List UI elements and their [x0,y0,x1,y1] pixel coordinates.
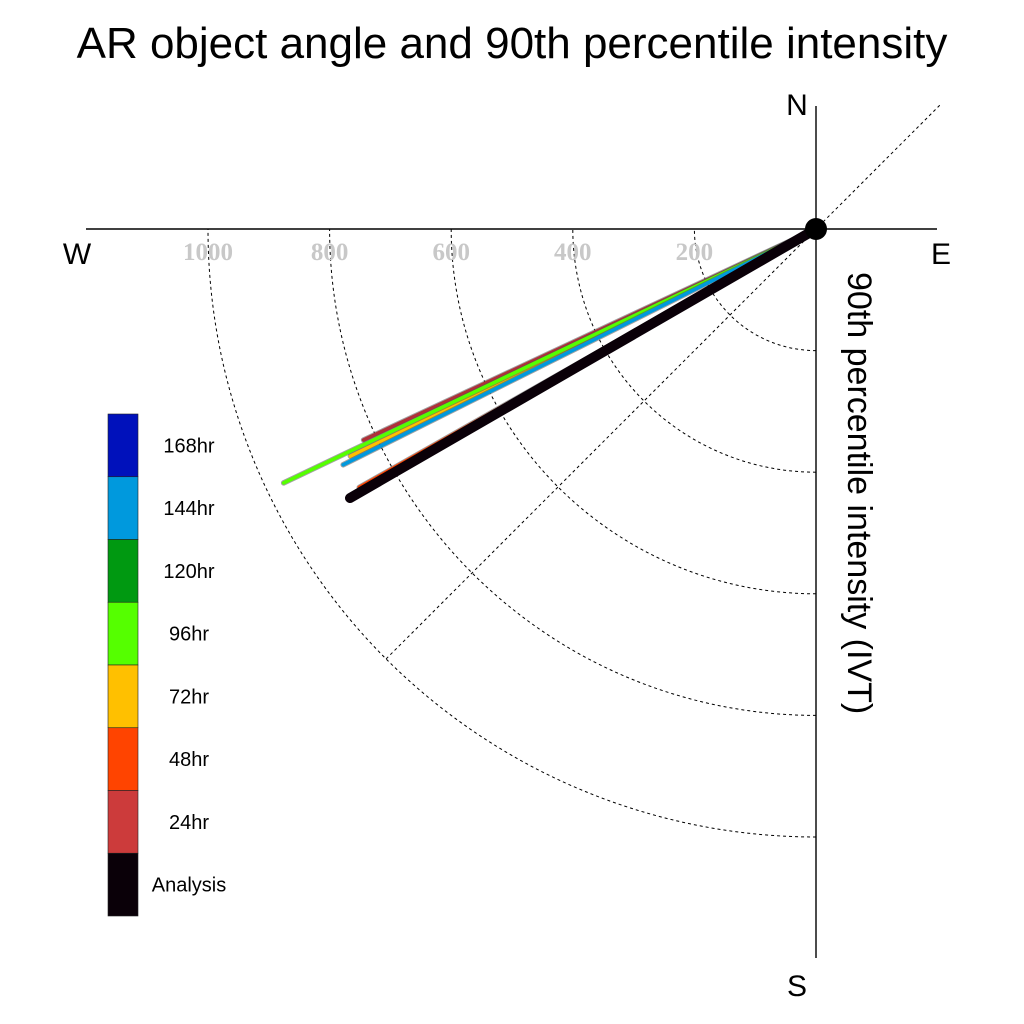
ring-label-800: 800 [311,239,349,266]
ring-label-200: 200 [676,239,714,266]
legend-swatch-168hr [107,413,139,478]
legend-swatch-144hr [107,476,139,540]
legend-label-144hr: 144hr [163,498,214,520]
legend-swatch-120hr [107,539,139,603]
legend-swatch-24hr [107,790,139,854]
compass-south: S [787,970,807,1003]
origin-marker [805,218,827,240]
compass-north: N [786,89,808,122]
legend-label-analysis: Analysis [152,875,226,897]
ring-400 [572,228,817,473]
legend-swatch-analysis [107,852,139,917]
ring-label-400: 400 [554,239,592,266]
compass-west: W [63,238,92,271]
ring-label-1000: 1000 [183,239,233,266]
diagonal-guide [385,104,941,660]
compass-east: E [931,238,951,271]
legend-label-48hr: 48hr [169,749,209,771]
legend-label-168hr: 168hr [163,435,214,457]
compass-axes [86,106,937,958]
guide-lines [207,104,941,838]
vector-series [280,224,821,504]
ring-800 [329,228,817,716]
legend-label-72hr: 72hr [169,686,209,708]
ring-600 [450,228,817,595]
legend-swatch-72hr [107,664,139,729]
legend-label-120hr: 120hr [163,561,214,583]
intensity-axis-title: 90th percentile intensity (IVT) [840,272,878,714]
legend-label-96hr: 96hr [169,624,209,646]
legend-swatch-48hr [107,727,139,791]
legend-label-24hr: 24hr [169,812,209,834]
chart-title: AR object angle and 90th percentile inte… [77,19,948,68]
vector-144hr [341,227,818,467]
legend-swatch-96hr [107,601,139,666]
ring-200 [693,228,817,352]
vector-analysis [345,224,821,504]
ring-label-600: 600 [432,239,470,266]
ring-labels: 1000 800 600 400 200 [183,239,713,266]
ring-1000 [207,228,817,838]
legend: 168hr 144hr 120hr 96hr 72hr 48hr 24hr Analysis [107,413,226,917]
